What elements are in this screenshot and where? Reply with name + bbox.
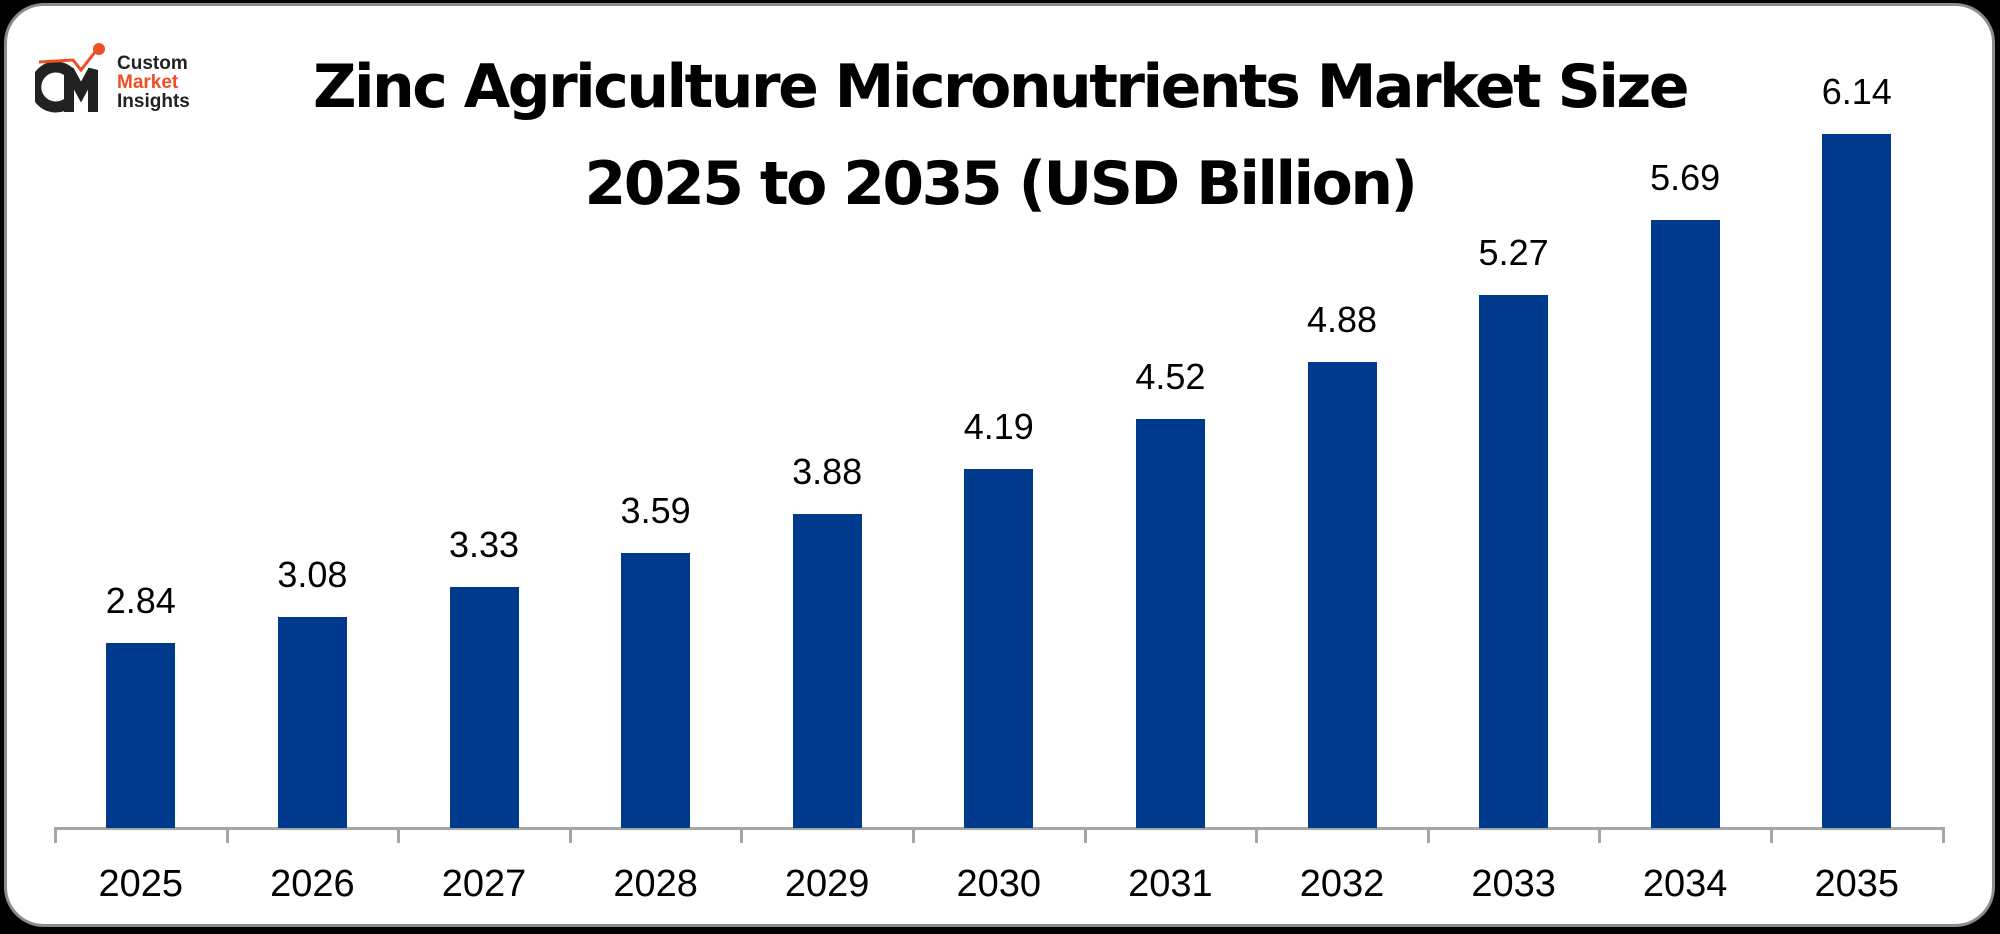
chart-title-line-1: Zinc Agriculture Micronutrients Market S… (312, 52, 1690, 122)
cmi-logo-mark-icon (35, 43, 105, 113)
data-label-2033: 5.27 (1478, 232, 1549, 273)
bar-2031 (1135, 419, 1205, 828)
logo-line-custom: Custom (117, 53, 188, 74)
data-label-2025: 2.84 (105, 580, 176, 621)
data-label-2029: 3.88 (792, 451, 863, 492)
x-axis-tick (54, 827, 57, 843)
bar-2034 (1650, 220, 1720, 828)
x-axis-label-2028: 2028 (613, 863, 698, 905)
x-axis-label-2030: 2030 (956, 863, 1042, 905)
x-axis-label-2027: 2027 (441, 863, 527, 905)
x-axis-tick (568, 827, 572, 843)
bar-2032 (1307, 362, 1377, 828)
x-axis-tick (1255, 827, 1259, 843)
data-label-2031: 4.52 (1135, 356, 1206, 397)
x-axis-label-2025: 2025 (98, 863, 184, 905)
bar-2029 (792, 514, 862, 828)
data-label-2028: 3.59 (620, 490, 691, 531)
x-axis-tick (1770, 827, 1773, 843)
logo-line-market: Market (117, 72, 179, 93)
data-label-2026: 3.08 (277, 554, 348, 595)
x-axis-label-2034: 2034 (1642, 863, 1728, 905)
x-axis-line (55, 827, 1943, 830)
bar-2035 (1822, 134, 1892, 828)
data-label-2035: 6.14 (1821, 71, 1892, 112)
x-axis-label-2029: 2029 (784, 863, 870, 905)
data-label-2032: 4.88 (1306, 299, 1378, 340)
x-axis-tick (1083, 827, 1087, 843)
x-axis-tick (1598, 827, 1602, 843)
x-axis-tick (740, 827, 744, 843)
data-label-2027: 3.33 (448, 524, 520, 565)
company-logo: Custom Market Insights (35, 40, 205, 120)
bar-2025 (106, 643, 176, 828)
logo-wordmark: Custom Market Insights (117, 54, 190, 111)
x-axis-tick (912, 827, 915, 843)
bar-2028 (621, 553, 691, 828)
x-axis-label-2032: 2032 (1299, 863, 1385, 905)
x-axis-tick (225, 827, 229, 843)
logo-line-insights: Insights (117, 91, 190, 112)
x-axis-label-2033: 2033 (1471, 863, 1556, 905)
chart-title-line-2: 2025 to 2035 (USD Billion) (584, 149, 1418, 219)
x-axis-label-2035: 2035 (1814, 863, 1900, 905)
bar-2030 (964, 469, 1034, 828)
x-axis-tick (1426, 827, 1430, 843)
x-axis-tick (1941, 827, 1945, 843)
bar-2026 (277, 617, 347, 828)
data-label-2034: 5.69 (1650, 157, 1721, 198)
bar-2027 (449, 587, 519, 828)
bar-2033 (1479, 295, 1549, 828)
x-axis-label-2026: 2026 (270, 863, 355, 905)
x-axis-label-2031: 2031 (1128, 863, 1213, 905)
x-axis-tick (397, 827, 401, 843)
data-label-2030: 4.19 (963, 406, 1034, 447)
